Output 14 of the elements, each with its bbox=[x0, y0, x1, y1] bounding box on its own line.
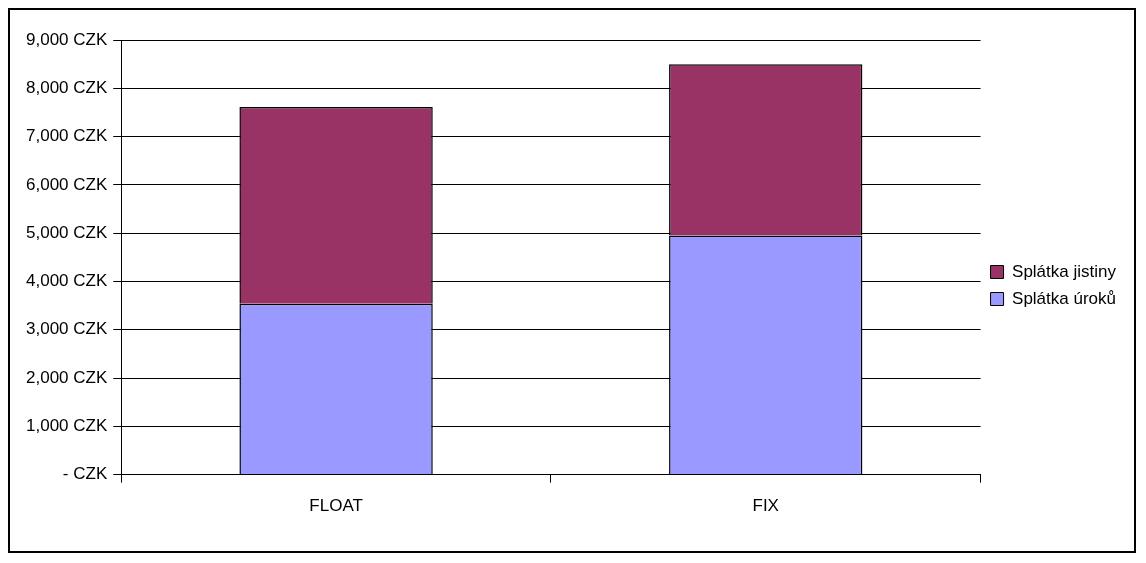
y-tick-label: 3,000 CZK bbox=[26, 319, 108, 339]
x-tick-label: FIX bbox=[752, 496, 779, 516]
y-tick-label: 4,000 CZK bbox=[26, 271, 108, 291]
y-tick-label: 9,000 CZK bbox=[26, 29, 108, 49]
legend-label: Splátka jistiny bbox=[1012, 261, 1117, 281]
y-tick-label: 5,000 CZK bbox=[26, 222, 108, 242]
y-tick-label: 8,000 CZK bbox=[26, 77, 108, 97]
y-tick-label: - CZK bbox=[62, 464, 108, 484]
y-tick-label: 7,000 CZK bbox=[26, 126, 108, 146]
legend-label: Splátka úroků bbox=[1012, 288, 1116, 308]
x-tick-label: FLOAT bbox=[309, 496, 363, 516]
y-tick-label: 1,000 CZK bbox=[26, 416, 108, 435]
y-tick-label: 6,000 CZK bbox=[26, 174, 108, 194]
y-tick-label: 2,000 CZK bbox=[26, 367, 108, 387]
